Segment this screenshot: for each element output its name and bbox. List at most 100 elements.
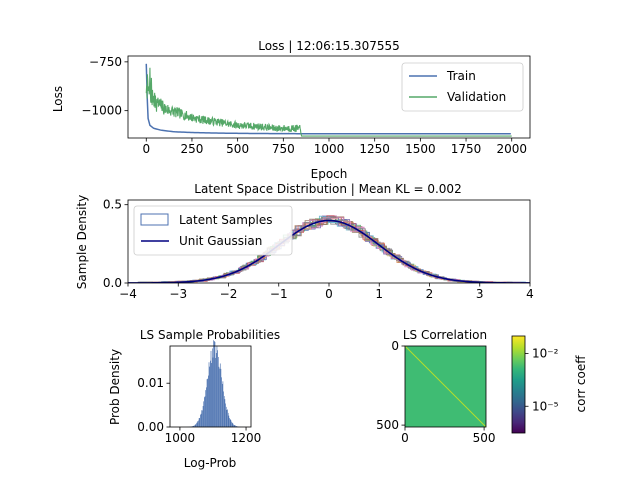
latent-legend: Latent Samples Unit Gaussian: [133, 205, 293, 256]
ls-prob-bar: [231, 421, 232, 427]
ls-corr-title: LS Correlation: [403, 328, 487, 342]
ls-corr-ytick-label: 500: [376, 418, 399, 432]
latent-xtick-label: −3: [169, 287, 187, 301]
ls-prob-bar: [219, 363, 221, 427]
corr-colorbar-ticks: 10⁻² 10⁻⁵: [525, 347, 559, 413]
latent-legend-box: [133, 205, 293, 256]
ls-prob-bar: [229, 419, 231, 427]
corr-colorbar: 10⁻² 10⁻⁵ corr coeff: [511, 335, 588, 434]
ls-prob-bar: [198, 420, 199, 427]
ls-prob-bar: [213, 341, 215, 427]
latent-legend-label-gaussian: Unit Gaussian: [179, 234, 262, 248]
ls-prob-x-ticks: 1000 1200: [165, 427, 262, 445]
ls-prob-bar: [210, 360, 211, 427]
latent-y-ticks: 0.0 0.5: [103, 198, 128, 290]
ls-prob-bar: [231, 422, 233, 427]
latent-legend-swatch-samples: [140, 213, 169, 226]
ls-prob-bar: [235, 426, 237, 427]
latent-ylabel: Sample Density: [75, 195, 89, 289]
ls-prob-bar: [218, 366, 220, 427]
loss-legend-label-validation: Validation: [447, 90, 506, 104]
ls-prob-bar: [199, 417, 201, 427]
loss-x-ticks: 0 250 500 750 1000 1250 1500 1750 2000: [142, 138, 527, 156]
loss-y-ticks: −750 −1000: [81, 55, 128, 118]
ls-prob-bar: [232, 423, 234, 427]
loss-legend-label-train: Train: [446, 69, 476, 83]
corr-colorbar-tick-label: 10⁻⁵: [532, 399, 559, 413]
loss-xtick-label: 1500: [405, 142, 436, 156]
ls-prob-bar: [208, 375, 209, 427]
ls-prob-bar: [221, 383, 223, 427]
ls-prob-bar: [236, 426, 238, 427]
ls-prob-ytick-label: 0.00: [137, 420, 164, 434]
ls-prob-bar: [233, 424, 234, 427]
ls-prob-bar: [216, 345, 218, 427]
latent-xtick-label: 3: [476, 287, 484, 301]
ls-prob-y-ticks: 0.00 0.01: [137, 376, 170, 434]
ls-prob-bar: [206, 379, 208, 427]
latent-ytick-label: 0.5: [103, 198, 122, 212]
latent-x-ticks: −4 −3 −2 −1 0 1 2 3 4: [119, 283, 534, 301]
loss-legend: Train Validation: [401, 62, 524, 112]
latent-plot-area: [128, 215, 530, 283]
latent-xtick-label: −2: [220, 287, 238, 301]
ls-prob-bar: [202, 410, 203, 427]
ls-prob-bar: [227, 412, 229, 427]
ls-corr-x-ticks: 0 500: [401, 427, 496, 445]
ls-prob-bar: [211, 348, 213, 427]
ls-prob-bar: [209, 366, 210, 427]
ls-prob-title: LS Sample Probabilities: [140, 328, 280, 342]
ls-corr-ytick-label: 0: [391, 339, 399, 353]
ls-prob-bar: [227, 409, 228, 427]
corr-colorbar-gradient: [511, 335, 526, 434]
ls-prob-bar: [233, 425, 235, 427]
ls-prob-ytick-label: 0.01: [137, 376, 164, 390]
ls-prob-axes-frame: [169, 345, 252, 428]
ls-prob-bar: [193, 425, 195, 427]
latent-xtick-label: 0: [325, 287, 333, 301]
ls-prob-bar: [200, 414, 201, 427]
ls-prob-bar: [202, 406, 204, 427]
loss-xtick-label: 1750: [451, 142, 482, 156]
loss-plot-area: [145, 63, 512, 137]
latent-xtick-label: −1: [270, 287, 288, 301]
loss-ytick-label: −750: [89, 55, 122, 69]
ls-prob-xtick-label: 1000: [165, 431, 196, 445]
ls-prob-bar: [211, 363, 212, 427]
ls-prob-bar: [235, 425, 236, 427]
ls-prob-bar: [196, 423, 197, 427]
loss-xtick-label: 0: [142, 142, 150, 156]
latent-xtick-label: 2: [426, 287, 434, 301]
ls-prob-xlabel: Log-Prob: [184, 456, 236, 470]
ls-prob-bar: [230, 419, 232, 427]
ls-prob-bar: [200, 413, 202, 427]
ls-prob-bar: [194, 425, 195, 427]
loss-line-validation: [145, 67, 512, 137]
corr-colorbar-label: corr coeff: [574, 355, 588, 413]
ls-prob-bar: [217, 356, 219, 427]
ls-corr-xtick-label: 0: [401, 431, 409, 445]
loss-xtick-label: 500: [226, 142, 249, 156]
ls-prob-bar: [196, 422, 198, 427]
latent-xtick-label: −4: [119, 287, 137, 301]
ls-prob-xtick-label: 1200: [231, 431, 262, 445]
latent-legend-label-samples: Latent Samples: [179, 213, 273, 227]
ls-prob-bar: [212, 357, 214, 427]
latent-ytick-label: 0.0: [103, 276, 122, 290]
ls-corr-diagonal: [404, 345, 487, 428]
ls-prob-ylabel: Prob Density: [108, 349, 122, 425]
loss-ylabel: Loss: [51, 86, 65, 112]
ls-prob-bar: [204, 397, 205, 427]
ls-prob-bar: [203, 401, 205, 427]
loss-legend-box: [401, 62, 524, 112]
loss-xtick-label: 1000: [314, 142, 345, 156]
ls-prob-bar: [213, 340, 214, 427]
ls-prob-bar: [214, 341, 216, 427]
latent-panel: Latent Space Distribution | Mean KL = 0.…: [75, 182, 534, 301]
ls-prob-bar: [223, 396, 225, 427]
ls-prob-bar: [229, 418, 230, 427]
loss-line-train: [145, 63, 511, 135]
ls-prob-bar: [225, 403, 226, 427]
ls-prob-bar: [223, 391, 224, 427]
